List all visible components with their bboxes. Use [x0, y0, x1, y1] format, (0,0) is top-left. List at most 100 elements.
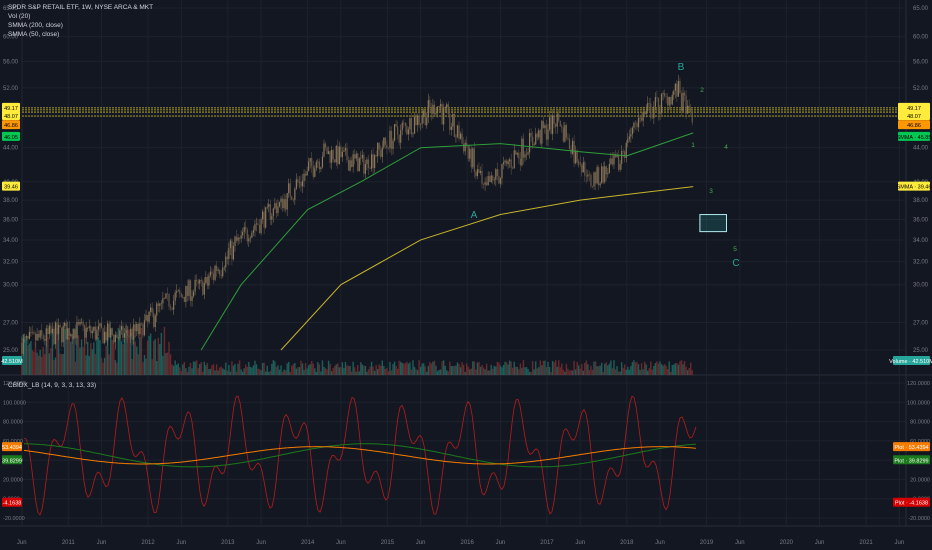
price-badge-left: 48.07 [4, 114, 18, 120]
volume-bar [400, 361, 402, 375]
volume-bar [633, 360, 635, 375]
volume-bar [307, 365, 310, 375]
volume-bar [51, 331, 54, 375]
chart-title[interactable]: SPDR S&P RETAIL ETF, 1W, NYSE ARCA & MKT [8, 4, 154, 11]
volume-bar [74, 361, 77, 375]
candle-body [581, 164, 583, 173]
candle-body [127, 329, 129, 336]
volume-bar [335, 364, 337, 375]
volume-bar [113, 338, 115, 375]
volume-bar [378, 364, 380, 375]
volume-bar [565, 363, 568, 375]
candle-body [479, 170, 482, 173]
osc-tick-right: 120.0000 [907, 381, 930, 387]
candle-body [36, 334, 38, 341]
candle-body [656, 97, 658, 98]
volume-bar [220, 366, 222, 375]
candle-body [235, 236, 238, 241]
volume-bar [367, 369, 370, 375]
volume-bar [484, 369, 486, 375]
volume-bar [289, 371, 291, 375]
volume-bar [237, 363, 239, 375]
price-tick-left: 34.00 [3, 238, 19, 244]
candle-body [604, 166, 606, 183]
volume-bar [596, 366, 598, 375]
candle-body [395, 124, 397, 127]
price-badge-right-bg [898, 131, 930, 141]
candle-body [469, 148, 471, 159]
candle-body [128, 335, 130, 337]
indicator-smma-200[interactable]: SMMA (200, close) [8, 22, 63, 29]
candle-body [665, 96, 667, 97]
candle-body [122, 326, 124, 338]
volume-bar [79, 347, 81, 375]
indicator-smma-50[interactable]: SMMA (50, close) [8, 31, 60, 38]
volume-bar [76, 326, 78, 375]
candle-body [461, 133, 463, 144]
candle-body [644, 112, 646, 115]
candle-body [107, 323, 109, 341]
candle-body [343, 150, 345, 152]
volume-bar [300, 360, 302, 375]
volume-bar [404, 363, 407, 375]
time-tick: Jun [496, 540, 506, 546]
candle-body [349, 160, 351, 171]
volume-bar [608, 363, 611, 375]
candle-body [528, 132, 531, 153]
volume-bar [60, 354, 63, 375]
volume-bar [168, 341, 170, 375]
volume-bar [114, 360, 117, 375]
volume-bar [634, 362, 637, 375]
volume-bar [96, 333, 98, 375]
volume-bar [312, 363, 314, 375]
time-tick: 2012 [141, 540, 155, 546]
candle-body [473, 148, 475, 172]
time-tick: Jun [336, 540, 346, 546]
volume-bar [360, 362, 362, 375]
volume-bar [531, 361, 534, 375]
candle-body [323, 143, 325, 157]
candle-body [298, 182, 301, 183]
volume-bar [330, 371, 333, 375]
volume-bar [620, 362, 623, 375]
volume-bar [42, 346, 44, 375]
volume-bar [493, 365, 495, 375]
volume-bar [628, 369, 631, 375]
volume-bar [668, 361, 670, 375]
time-tick: Jun [416, 540, 426, 546]
volume-bar [146, 340, 149, 375]
target-box[interactable] [699, 214, 727, 233]
volume-bar [222, 368, 224, 375]
candle-body [361, 154, 363, 159]
candle-body [347, 160, 350, 171]
candle-body [539, 130, 541, 144]
candle-body [576, 150, 578, 163]
volume-bar [39, 349, 41, 375]
candle-body [436, 106, 439, 113]
volume-bar [650, 361, 652, 375]
volume-bar [640, 363, 643, 375]
candle-body [303, 173, 305, 181]
candle-body [430, 107, 432, 114]
volume-bar [229, 371, 232, 375]
volume-bar [228, 365, 230, 375]
volume-bar [521, 367, 523, 375]
volume-bar [689, 362, 692, 375]
volume-bar [467, 366, 469, 375]
volume-bar [487, 370, 489, 375]
volume-bar [470, 368, 472, 375]
indicator-volume[interactable]: Vol (20) [8, 13, 31, 20]
volume-bar [527, 368, 529, 375]
volume-bar [401, 362, 403, 375]
candle-body [427, 100, 429, 118]
osc-tick-left: 120.0000 [3, 381, 26, 387]
volume-bar [137, 354, 140, 375]
oscillator-title[interactable]: CBIDX_LB (14, 9, 3, 3, 13, 33) [8, 382, 97, 389]
volume-bar [123, 338, 126, 375]
candle-body [413, 116, 416, 134]
volume-bar [624, 364, 626, 375]
volume-bar [410, 369, 413, 375]
volume-bar [97, 337, 100, 375]
volume-bar [505, 362, 508, 375]
